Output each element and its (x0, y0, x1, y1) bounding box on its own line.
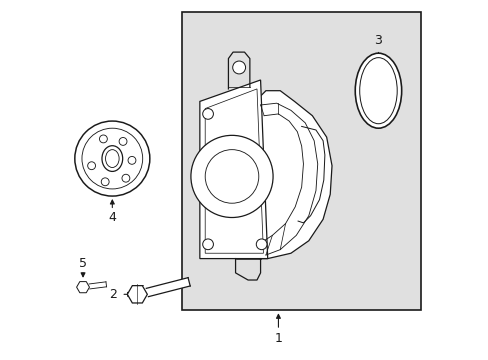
Polygon shape (146, 278, 190, 297)
Circle shape (122, 174, 130, 182)
Circle shape (205, 150, 258, 203)
Circle shape (101, 178, 109, 186)
Text: 5: 5 (79, 257, 87, 270)
Circle shape (203, 109, 213, 119)
Bar (182, 12, 421, 310)
Ellipse shape (354, 53, 401, 128)
Circle shape (190, 135, 272, 217)
Circle shape (87, 162, 95, 170)
Circle shape (232, 61, 245, 74)
Text: 4: 4 (108, 211, 116, 224)
Text: 3: 3 (374, 34, 382, 47)
Polygon shape (89, 282, 106, 289)
Text: 2: 2 (109, 288, 117, 301)
Polygon shape (258, 91, 331, 258)
Ellipse shape (105, 150, 119, 167)
Ellipse shape (102, 146, 122, 171)
Circle shape (99, 135, 107, 143)
Text: 1: 1 (274, 333, 282, 346)
Circle shape (128, 157, 136, 164)
Circle shape (82, 128, 142, 189)
Circle shape (119, 138, 127, 145)
Ellipse shape (359, 58, 396, 124)
Circle shape (75, 121, 149, 196)
Circle shape (203, 239, 213, 249)
Circle shape (256, 239, 266, 249)
Polygon shape (200, 80, 267, 258)
